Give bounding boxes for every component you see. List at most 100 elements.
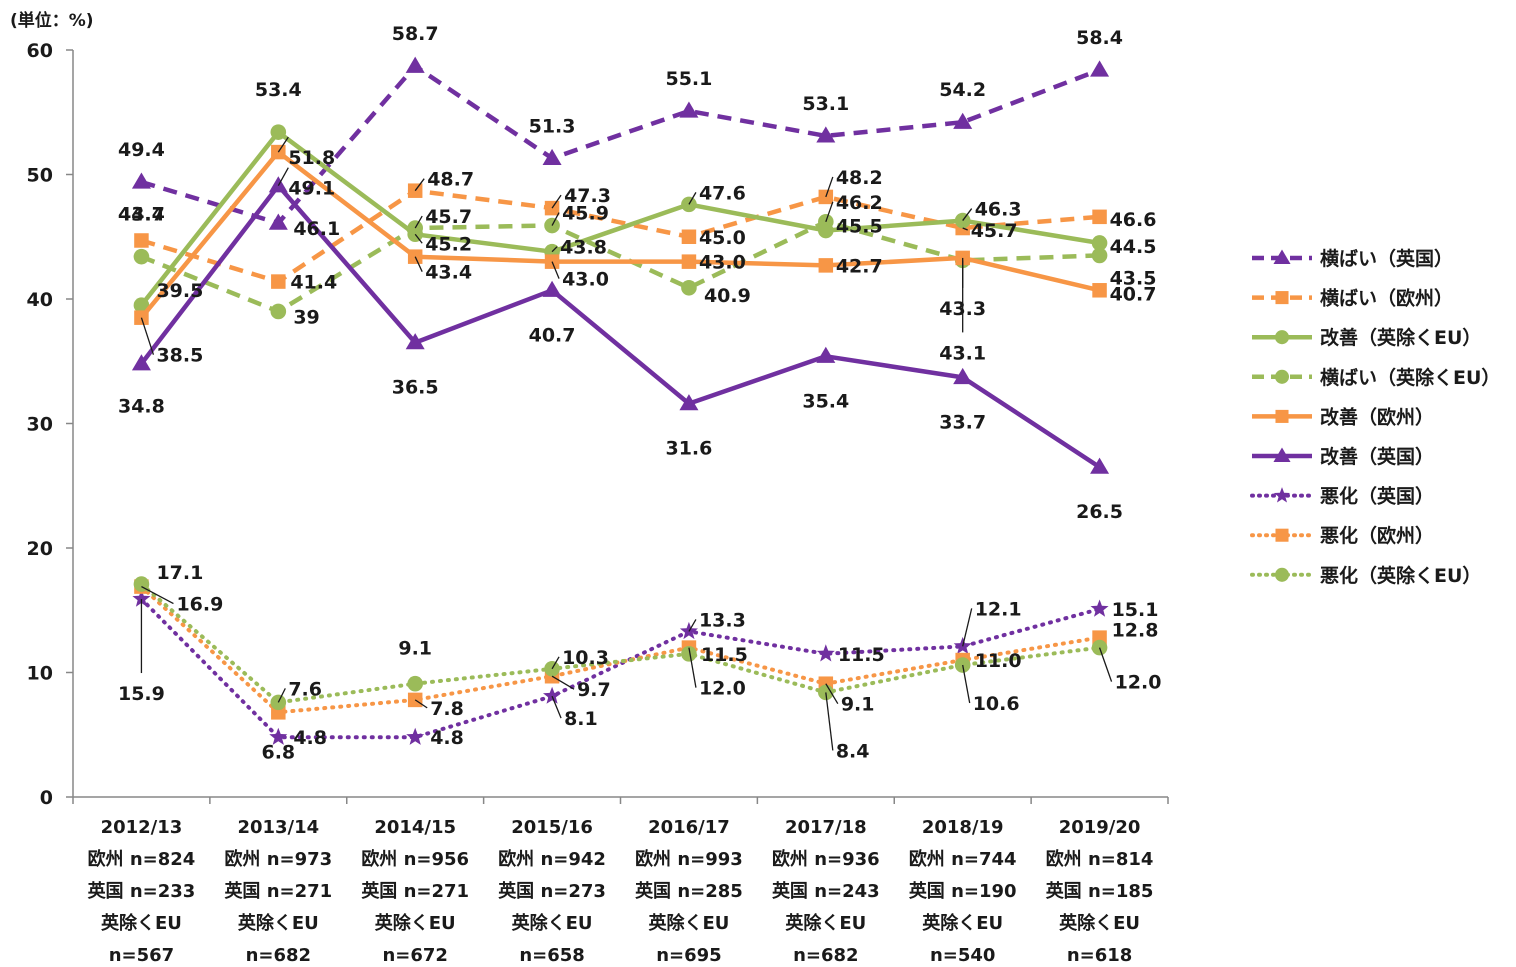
data-label: 39 bbox=[293, 306, 319, 328]
label-leader-line bbox=[825, 201, 834, 223]
y-tick-label: 50 bbox=[27, 165, 53, 187]
data-label: 15.9 bbox=[118, 683, 165, 705]
data-point-marker bbox=[1090, 599, 1109, 617]
legend-label: 悪化（英除くEU） bbox=[1320, 564, 1481, 587]
legend-item: 改善（英除くEU） bbox=[1252, 326, 1481, 349]
label-leader-line bbox=[414, 178, 425, 192]
data-point-marker bbox=[133, 297, 150, 314]
x-tick-label: 英除くEU bbox=[237, 912, 319, 934]
data-label: 9.1 bbox=[398, 638, 432, 660]
label-leader-line bbox=[962, 208, 973, 221]
data-label: 12.0 bbox=[1115, 672, 1162, 694]
data-label: 45.5 bbox=[836, 216, 883, 238]
label-leader-line bbox=[551, 675, 575, 690]
data-label: 54.2 bbox=[939, 79, 986, 101]
data-label: 46.2 bbox=[836, 192, 883, 214]
legend-item: 横ばい（英国） bbox=[1252, 247, 1453, 270]
data-point-marker bbox=[1090, 457, 1110, 474]
data-label: 7.8 bbox=[430, 698, 464, 720]
x-tick-label: 英除くEU bbox=[100, 912, 182, 934]
legend-label: 横ばい（英国） bbox=[1320, 247, 1453, 270]
data-label: 16.9 bbox=[176, 594, 223, 616]
legend-swatch-marker bbox=[1275, 291, 1289, 305]
data-point-marker bbox=[679, 101, 699, 118]
x-tick-label: 欧州 n=824 bbox=[88, 848, 196, 870]
data-point-marker bbox=[681, 279, 697, 296]
data-label: 12.1 bbox=[975, 598, 1022, 620]
legend-swatch-marker bbox=[1275, 409, 1289, 423]
x-tick-label: n=567 bbox=[109, 945, 174, 963]
data-point-marker bbox=[405, 56, 425, 73]
series-line bbox=[140, 63, 1101, 226]
label-leader-line bbox=[962, 664, 971, 704]
label-leader-line bbox=[551, 246, 558, 253]
data-label: 47.3 bbox=[564, 185, 611, 207]
label-leader-line bbox=[962, 227, 968, 231]
data-label: 6.8 bbox=[261, 741, 295, 763]
data-label: 34.8 bbox=[118, 396, 165, 418]
data-label: 53.4 bbox=[255, 79, 302, 101]
legend-label: 悪化（欧州） bbox=[1320, 524, 1434, 547]
x-tick-label: 英国 n=271 bbox=[360, 880, 469, 902]
data-point-marker bbox=[953, 112, 973, 129]
x-tick-label: 英国 n=273 bbox=[497, 880, 606, 902]
data-point-marker bbox=[132, 589, 151, 607]
data-label: 12.0 bbox=[699, 678, 746, 700]
data-point-marker bbox=[542, 148, 562, 165]
data-point-marker bbox=[406, 727, 425, 745]
data-label: 15.1 bbox=[1112, 599, 1159, 621]
data-label: 40.7 bbox=[1110, 283, 1157, 305]
label-leader-line bbox=[414, 699, 428, 709]
data-point-marker bbox=[134, 233, 149, 248]
x-tick-label: 2013/14 bbox=[237, 817, 319, 838]
data-label: 46.3 bbox=[975, 199, 1022, 221]
label-leader-line bbox=[414, 256, 423, 272]
data-label: 17.1 bbox=[156, 562, 203, 584]
data-label: 43.8 bbox=[560, 237, 607, 259]
label-leader-line bbox=[140, 317, 155, 355]
data-label: 45.7 bbox=[425, 206, 472, 228]
data-point-marker bbox=[543, 686, 562, 704]
x-tick-label: 欧州 n=973 bbox=[224, 848, 332, 870]
y-axis-ticks: 0 10 20 30 40 50 60 bbox=[27, 40, 73, 809]
data-point-marker bbox=[1092, 283, 1107, 298]
y-tick-label: 40 bbox=[27, 289, 53, 311]
data-label: 44.5 bbox=[1110, 236, 1157, 258]
x-tick-label: n=682 bbox=[793, 945, 858, 963]
data-point-marker bbox=[679, 394, 699, 411]
x-tick-label: n=682 bbox=[246, 945, 311, 963]
label-leader-line bbox=[551, 194, 562, 209]
data-point-marker bbox=[133, 248, 150, 265]
data-label: 46.1 bbox=[293, 218, 340, 240]
data-label: 45.0 bbox=[699, 227, 746, 249]
data-label: 47.6 bbox=[699, 182, 746, 204]
series-5 bbox=[131, 176, 1110, 474]
x-tick-label: 欧州 n=942 bbox=[498, 848, 606, 870]
data-point-marker bbox=[1090, 60, 1110, 77]
data-point-marker bbox=[816, 346, 836, 363]
x-tick-label: 英国 n=285 bbox=[634, 880, 743, 902]
series-line bbox=[139, 183, 1101, 469]
data-point-marker bbox=[681, 229, 697, 244]
x-tick-label: 2012/13 bbox=[101, 817, 183, 838]
y-tick-label: 20 bbox=[27, 538, 53, 560]
data-label: 4.8 bbox=[293, 727, 327, 749]
data-label: 43.0 bbox=[699, 252, 746, 274]
series-6 bbox=[132, 589, 1109, 745]
legend-item: 横ばい（欧州） bbox=[1252, 287, 1453, 310]
label-leader-line bbox=[551, 695, 562, 719]
unit-label: (単位：%) bbox=[10, 10, 94, 31]
data-label: 33.7 bbox=[939, 411, 986, 433]
data-label: 55.1 bbox=[665, 68, 712, 90]
data-point-marker bbox=[268, 176, 288, 193]
label-leader-line bbox=[825, 692, 834, 751]
data-point-marker bbox=[405, 333, 425, 350]
x-tick-label: 英除くEU bbox=[374, 912, 456, 934]
series-line bbox=[140, 188, 1100, 284]
series-8 bbox=[133, 576, 1108, 711]
data-label: 36.5 bbox=[392, 377, 439, 399]
y-tick-label: 60 bbox=[27, 40, 53, 62]
x-tick-label: 英除くEU bbox=[784, 912, 866, 934]
label-leader-line bbox=[277, 136, 289, 153]
